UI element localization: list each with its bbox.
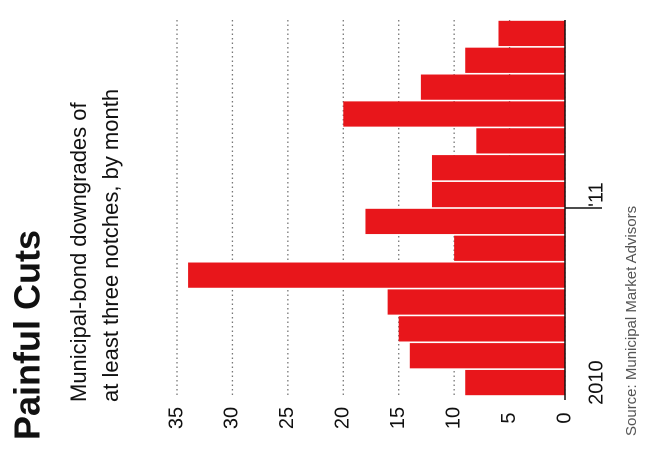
- bar: [465, 47, 565, 73]
- bar: [431, 155, 565, 181]
- chart-subtitle: Municipal-bond downgrades of: [66, 101, 91, 402]
- y-tick-label: 15: [387, 407, 409, 429]
- bar: [465, 369, 565, 396]
- y-tick-label: 25: [276, 407, 298, 429]
- x-tick-label: '11: [585, 182, 607, 207]
- source-note: Source: Municipal Market Advisors: [623, 206, 640, 436]
- bar: [431, 181, 565, 208]
- y-tick-label: 20: [332, 407, 354, 429]
- bar: [188, 262, 566, 288]
- bar: [398, 316, 565, 342]
- x-tick-label: 2010: [585, 360, 607, 405]
- bar: [420, 74, 565, 100]
- bar: [365, 208, 565, 235]
- y-tick-label: 10: [442, 407, 464, 429]
- y-tick-label: 0: [553, 412, 575, 423]
- bar: [454, 235, 565, 261]
- bar: [387, 289, 565, 315]
- bar: [498, 20, 565, 47]
- bar: [343, 101, 565, 127]
- chart-title: Painful Cuts: [7, 230, 48, 440]
- bar: [409, 343, 565, 369]
- y-tick-label: 30: [221, 407, 243, 429]
- y-tick-label: 5: [498, 412, 520, 423]
- bar: [476, 128, 565, 154]
- y-tick-label: 35: [165, 407, 187, 429]
- chart-subtitle: at least three notches, by month: [98, 89, 123, 402]
